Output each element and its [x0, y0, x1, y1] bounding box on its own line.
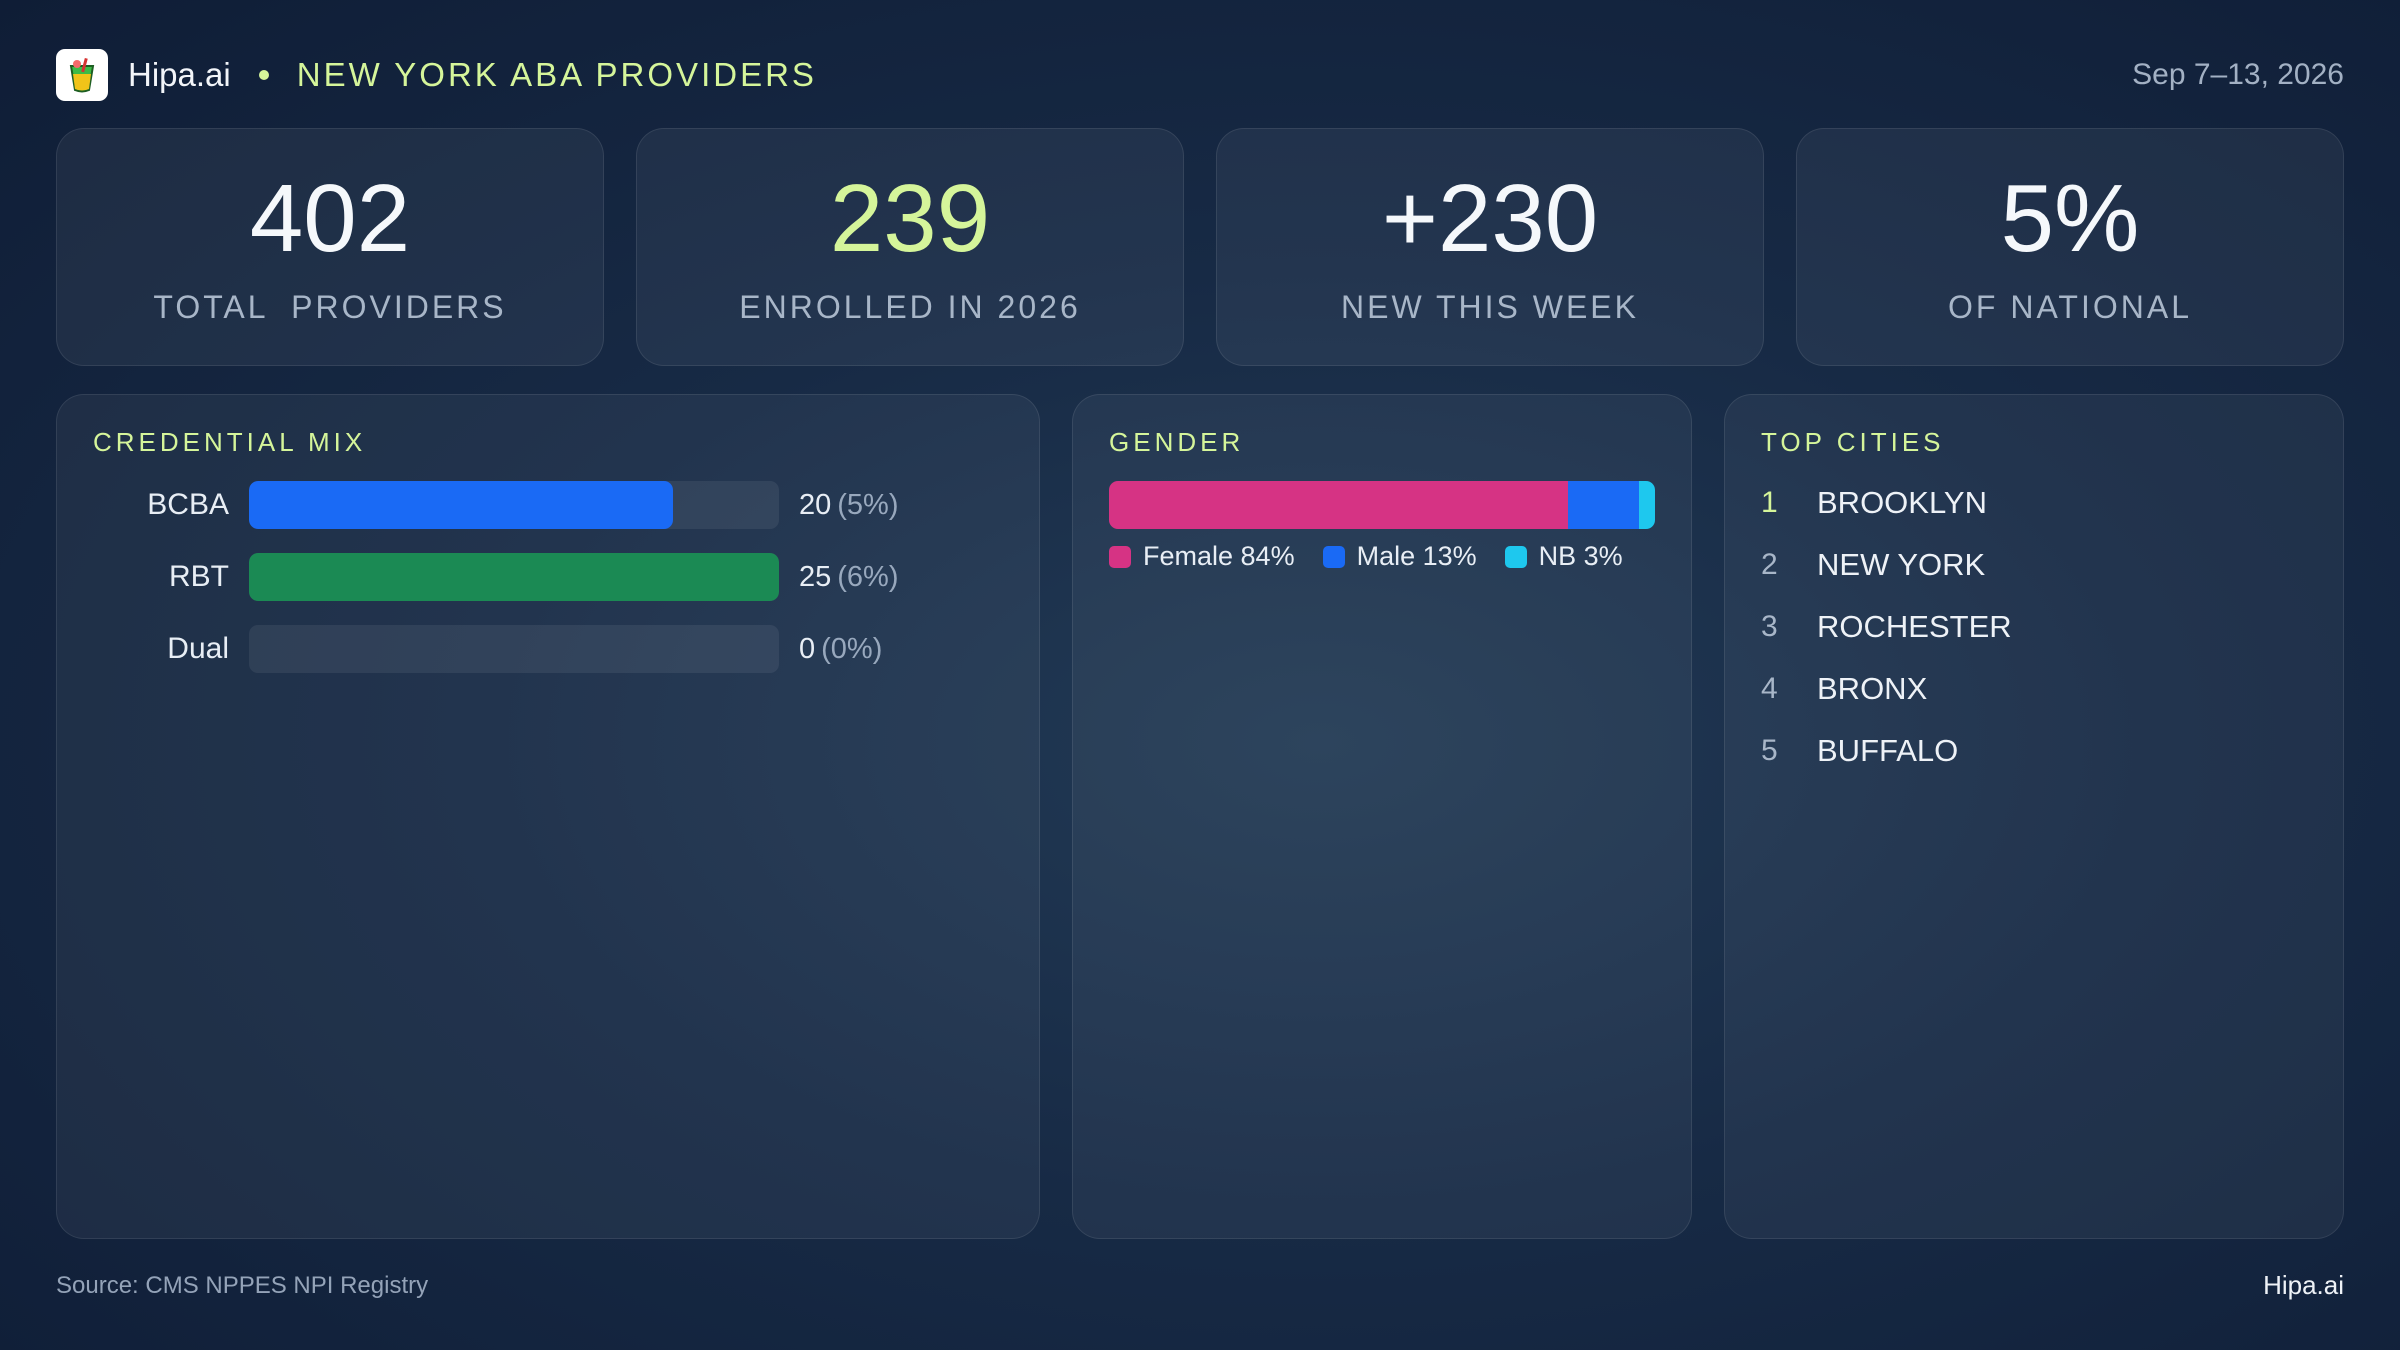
legend-item-nb: NB 3% [1504, 541, 1623, 572]
list-item: 3 ROCHESTER [1761, 607, 2012, 647]
credential-bar-fill [249, 481, 673, 529]
credential-label: RBT [169, 560, 229, 593]
kpi-value: 402 [249, 165, 411, 272]
credential-row-rbt: RBT 25 (6%) [93, 553, 899, 601]
kpi-card-total-providers: 402 TOTAL PROVIDERS [56, 128, 604, 366]
panel-title: GENDER [1109, 427, 1245, 457]
city-rank: 1 [1761, 486, 1778, 519]
gender-stacked-bar [1109, 481, 1655, 529]
cocktail-glass-icon [56, 49, 108, 101]
kpi-value: +230 [1381, 165, 1599, 272]
credential-mix-panel: CREDENTIAL MIX BCBA 20 (5%) RBT 25 (6%) Du… [56, 394, 1040, 1239]
credential-bar-fill [249, 553, 779, 601]
credential-bar-track [249, 625, 779, 673]
date-range: Sep 7–13, 2026 [2132, 58, 2344, 91]
credential-percent: (6%) [837, 560, 899, 593]
kpi-label: TOTAL PROVIDERS [153, 289, 507, 325]
panel-title: CREDENTIAL MIX [93, 427, 367, 457]
credential-percent: (5%) [837, 488, 899, 521]
footer-brand: Hipa.ai [2263, 1270, 2344, 1300]
kpi-card-national-share: 5% OF NATIONAL [1796, 128, 2344, 366]
credential-bar-track [249, 553, 779, 601]
credential-bar-track [249, 481, 779, 529]
legend-swatch [1504, 545, 1527, 568]
kpi-value: 239 [829, 165, 991, 272]
credential-label: Dual [167, 632, 229, 665]
legend-swatch [1109, 545, 1131, 568]
city-rank: 3 [1761, 610, 1778, 643]
city-rank: 5 [1761, 734, 1778, 767]
city-name: BRONX [1817, 671, 1928, 706]
kpi-card-new-this-week: +230 NEW THIS WEEK [1216, 128, 1764, 366]
legend-item-female: Female 84% [1109, 541, 1295, 572]
top-cities-panel: TOP CITIES 1 BROOKLYN 2 NEW YORK 3 ROCHE… [1724, 394, 2344, 1239]
legend-label: Female 84% [1143, 541, 1295, 571]
legend-swatch [1322, 545, 1345, 568]
credential-count: 20 (5%) [799, 488, 899, 521]
list-item: 4 BRONX [1761, 669, 1927, 709]
separator-dot [258, 70, 269, 80]
kpi-card-enrolled: 239 ENROLLED IN 2026 [636, 128, 1184, 366]
legend-label: Male 13% [1356, 541, 1477, 571]
page-title: NEW YORK ABA PROVIDERS [296, 56, 817, 93]
gender-segment-nb [1638, 481, 1655, 529]
gender-segment-male [1567, 481, 1639, 529]
kpi-label: ENROLLED IN 2026 [739, 289, 1081, 325]
brand-name: Hipa.ai [128, 56, 231, 93]
city-rank: 2 [1761, 548, 1778, 581]
gender-segment-female [1109, 481, 1568, 529]
credential-row-dual: Dual 0 (0%) [93, 625, 882, 673]
list-item: 5 BUFFALO [1761, 731, 1958, 771]
kpi-value: 5% [2000, 165, 2140, 272]
credential-count: 25 (6%) [799, 560, 899, 593]
city-name: ROCHESTER [1817, 609, 2012, 644]
list-item: 1 BROOKLYN [1761, 483, 1987, 523]
legend-label: NB 3% [1538, 541, 1623, 571]
credential-row-bcba: BCBA 20 (5%) [93, 481, 899, 529]
credential-label: BCBA [147, 488, 229, 521]
list-item: 2 NEW YORK [1761, 545, 1985, 585]
gender-legend: Female 84% Male 13% NB 3% [1109, 541, 1651, 572]
header: Hipa.ai NEW YORK ABA PROVIDERS Sep 7–13,… [56, 48, 2344, 102]
source-note: Source: CMS NPPES NPI Registry [56, 1272, 429, 1299]
credential-count: 0 (0%) [799, 632, 883, 665]
city-name: BROOKLYN [1817, 485, 1987, 520]
city-name: NEW YORK [1817, 547, 1986, 582]
kpi-label: NEW THIS WEEK [1341, 289, 1639, 325]
gender-panel: GENDER Female 84% Male 13% NB 3% [1072, 394, 1692, 1239]
city-rank: 4 [1761, 672, 1778, 705]
credential-percent: (0%) [821, 632, 883, 665]
kpi-label: OF NATIONAL [1948, 289, 2192, 325]
kpi-row: 402 TOTAL PROVIDERS 239 ENROLLED IN 2026… [56, 128, 2344, 366]
city-name: BUFFALO [1817, 733, 1959, 768]
legend-item-male: Male 13% [1322, 541, 1477, 572]
panel-title: TOP CITIES [1761, 427, 1945, 457]
